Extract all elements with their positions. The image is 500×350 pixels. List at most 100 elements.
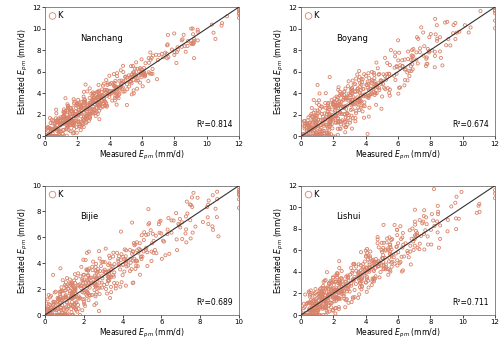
Point [156,218,164,224]
Point [416,217,424,223]
Point [414,61,422,66]
Point [114,89,122,95]
Point [68,108,76,114]
Point [82,113,90,119]
Point [427,31,435,37]
Point [321,117,329,122]
Point [330,279,338,285]
Point [50,127,58,132]
Point [55,131,63,136]
Point [105,268,113,274]
Point [431,64,439,70]
Point [100,97,108,102]
Point [398,57,406,63]
Point [168,47,176,52]
Point [364,257,372,262]
Point [66,295,74,301]
Point [94,286,102,291]
Point [53,122,61,128]
Point [366,86,374,91]
Point [360,92,368,98]
Point [350,287,358,293]
Point [335,265,343,271]
Point [212,206,220,211]
Point [396,223,404,229]
Point [67,116,75,121]
Point [358,266,366,272]
Point [342,95,350,100]
Point [316,292,324,297]
Point [312,132,320,138]
Point [122,260,130,265]
Point [92,261,100,267]
Point [379,245,387,251]
Point [336,89,344,95]
Point [300,306,308,311]
Point [366,262,374,267]
Point [343,296,351,302]
Point [362,280,370,285]
Point [80,99,88,104]
Point [386,255,394,260]
Point [74,302,82,308]
Point [368,80,376,85]
Point [331,100,339,105]
Point [55,309,63,314]
Point [408,54,416,59]
Point [163,51,171,56]
Point [69,121,77,126]
Point [390,222,398,228]
Point [90,280,98,286]
Point [358,98,366,104]
Point [92,268,100,274]
Point [68,309,76,315]
Point [372,82,380,87]
Point [328,107,336,112]
Point [92,284,100,289]
Point [64,108,72,114]
Point [314,308,322,314]
Point [327,116,335,121]
Point [96,101,104,106]
Point [69,295,77,301]
Point [80,272,88,278]
Point [354,295,362,301]
Point [391,50,399,55]
Point [354,261,362,267]
Point [72,124,80,130]
Point [108,264,116,270]
Point [308,308,316,314]
Point [380,266,388,272]
Point [106,91,114,96]
Point [323,131,331,136]
Point [308,312,316,318]
Point [97,93,105,99]
Point [60,305,68,310]
Point [308,301,316,306]
Point [338,289,345,295]
Point [363,274,371,280]
Point [106,91,114,97]
Point [340,95,348,101]
Point [56,303,64,308]
Point [311,108,319,113]
Point [310,296,318,302]
Point [88,281,96,287]
Point [414,36,422,42]
Point [94,96,102,102]
Point [394,250,402,255]
Point [309,298,317,303]
Point [474,203,482,209]
Point [322,287,330,292]
Point [452,36,460,42]
Text: Lishui: Lishui [336,212,360,221]
Point [312,113,320,119]
Point [235,181,243,187]
Point [305,308,313,313]
Point [72,299,80,305]
Point [356,285,364,290]
Point [62,126,70,132]
Point [67,114,75,120]
Point [92,270,100,275]
Point [64,120,72,125]
